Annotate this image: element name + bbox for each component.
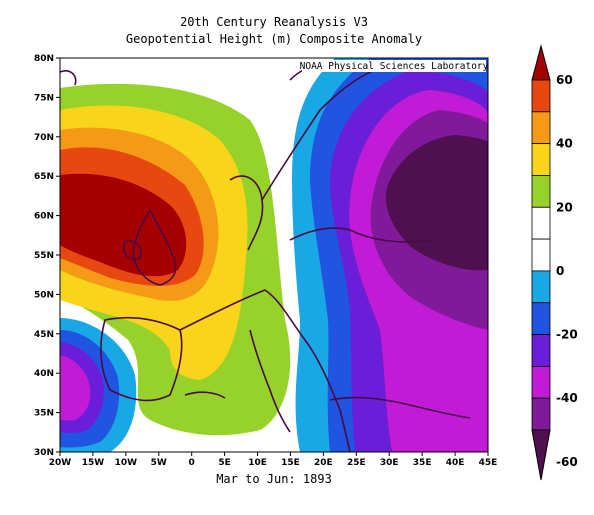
colorbar-band [531, 206, 551, 240]
latitude-axis: 30N 35N 40N 45N 50N 55N 60N 65N 70N 75N 80N [34, 54, 60, 458]
lon-tick-label: 10W [115, 458, 138, 468]
lat-tick-label: 60N [34, 212, 54, 222]
lat-tick-label: 80N [34, 54, 54, 64]
lon-tick-label: 5E [218, 458, 230, 468]
colorbar: 60 40 20 0 -20 -40 -60 [531, 44, 578, 481]
coastlines [60, 63, 471, 452]
colorbar-band [531, 397, 551, 431]
colorbar-label: 60 [556, 73, 573, 87]
lon-tick-label: 35E [413, 458, 432, 468]
lon-tick-label: 0 [189, 458, 195, 468]
lat-tick-label: 35N [34, 409, 54, 419]
colorbar-label: -20 [556, 328, 578, 342]
colorbar-band [531, 302, 551, 335]
lon-tick-label: 15W [82, 458, 105, 468]
colorbar-band [531, 79, 551, 113]
longitude-axis: 20W 15W 10W 5W 0 5E 10E 15E 20E 25E 30E 35E 40E 45E [49, 452, 498, 468]
colorbar-label: 0 [556, 264, 564, 278]
lat-tick-label: 30N [34, 448, 54, 458]
lon-tick-label: 45E [479, 458, 498, 468]
colorbar-band [531, 365, 551, 399]
colorbar-bottom-arrow [531, 429, 551, 481]
lon-tick-label: 15E [281, 458, 300, 468]
colorbar-band [531, 111, 551, 145]
colorbar-band [531, 270, 551, 304]
lat-tick-label: 40N [34, 369, 54, 379]
chart-title: 20th Century Reanalysis V3 [180, 15, 368, 29]
lon-tick-label: 20E [314, 458, 333, 468]
lat-tick-label: 55N [34, 251, 54, 261]
credit-box [302, 60, 486, 72]
negative-contour-60 [385, 135, 488, 271]
lat-tick-label: 65N [34, 172, 54, 182]
lon-tick-label: 30E [380, 458, 399, 468]
colorbar-band [531, 143, 551, 176]
lon-tick-label: 5W [151, 458, 167, 468]
lon-tick-label: 40E [446, 458, 465, 468]
period-label: Mar to Jun: 1893 [216, 472, 332, 486]
lon-tick-label: 25E [347, 458, 366, 468]
colorbar-band [531, 334, 551, 367]
colorbar-top-arrow [531, 44, 551, 81]
colorbar-label: -60 [556, 455, 578, 469]
anomaly-field [60, 58, 488, 452]
lat-tick-label: 50N [34, 290, 54, 300]
positive-contour-60 [60, 173, 187, 277]
lat-tick-label: 75N [34, 93, 54, 103]
negative-west-contour-40 [60, 355, 91, 421]
colorbar-band [531, 175, 551, 208]
lon-tick-label: 10E [248, 458, 267, 468]
colorbar-label: -40 [556, 391, 578, 405]
credit-label: NOAA Physical Sciences Laboratory [300, 61, 489, 72]
lat-tick-label: 70N [34, 133, 54, 143]
lon-tick-label: 20W [49, 458, 72, 468]
colorbar-label: 40 [556, 137, 573, 151]
colorbar-band [531, 238, 551, 272]
colorbar-label: 20 [556, 200, 573, 214]
lat-tick-label: 45N [34, 330, 54, 340]
chart-subtitle: Geopotential Height (m) Composite Anomal… [125, 32, 423, 46]
